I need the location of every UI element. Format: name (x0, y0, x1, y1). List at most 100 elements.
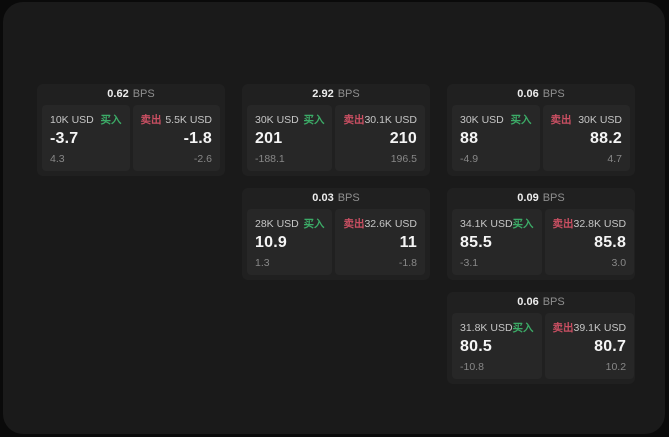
buy-price: 10.9 (255, 234, 287, 251)
bps-unit-label: BPS (542, 88, 565, 100)
bps-card: 2.92 BPS 30K USD 买入 201 -188.1 卖出 30.1K … (242, 84, 430, 176)
sell-tag: 卖出 (550, 114, 572, 126)
sell-price: 80.7 (594, 338, 627, 355)
buy-top-row: 31.8K USD 买入 (460, 320, 534, 335)
sell-amount: 39.1K USD (573, 322, 627, 334)
buy-amount: 30K USD (255, 114, 299, 126)
card-body: 30K USD 买入 88 -4.9 卖出 30K USD 88.2 4.7 (452, 105, 630, 171)
buy-delta: 4.3 (50, 153, 65, 165)
card-body: 31.8K USD 买入 80.5 -10.8 卖出 39.1K USD 80.… (452, 313, 635, 379)
quote-board: 0.62 BPS 10K USD 买入 -3.7 4.3 卖出 5.5K USD… (3, 2, 665, 434)
buy-delta: -4.9 (460, 153, 479, 165)
card-header: 2.92 BPS (247, 84, 425, 105)
bps-unit-label: BPS (337, 192, 360, 204)
buy-price: 85.5 (460, 234, 492, 251)
buy-price: 201 (255, 130, 283, 147)
sell-quote-panel[interactable]: 卖出 5.5K USD -1.8 -2.6 (132, 105, 220, 171)
bps-card: 0.03 BPS 28K USD 买入 10.9 1.3 卖出 32.6K US… (242, 188, 430, 280)
sell-amount: 30.1K USD (364, 114, 417, 126)
sell-quote-panel[interactable]: 卖出 30K USD 88.2 4.7 (542, 105, 630, 171)
buy-quote-panel[interactable]: 10K USD 买入 -3.7 4.3 (42, 105, 130, 171)
buy-top-row: 34.1K USD 买入 (460, 216, 534, 231)
sell-delta: 10.2 (605, 361, 627, 373)
sell-delta: 4.7 (607, 153, 622, 165)
sell-amount: 5.5K USD (165, 114, 212, 126)
bps-card: 0.09 BPS 34.1K USD 买入 85.5 -3.1 卖出 32.8K… (447, 188, 635, 280)
buy-quote-panel[interactable]: 31.8K USD 买入 80.5 -10.8 (452, 313, 542, 379)
sell-top-row: 卖出 5.5K USD (141, 112, 213, 127)
buy-amount: 30K USD (460, 114, 504, 126)
sell-price: -1.8 (183, 130, 212, 147)
buy-tag: 买入 (512, 218, 534, 230)
card-body: 34.1K USD 买入 85.5 -3.1 卖出 32.8K USD 85.8… (452, 209, 635, 275)
buy-tag: 买入 (303, 218, 325, 230)
sell-tag: 卖出 (140, 114, 162, 126)
bps-card: 0.06 BPS 30K USD 买入 88 -4.9 卖出 30K USD 8… (447, 84, 635, 176)
buy-amount: 10K USD (50, 114, 94, 126)
buy-amount: 31.8K USD (460, 322, 513, 334)
card-header: 0.06 BPS (452, 84, 630, 105)
card-grid: 0.62 BPS 10K USD 买入 -3.7 4.3 卖出 5.5K USD… (37, 84, 635, 384)
sell-amount: 32.8K USD (573, 218, 627, 230)
bps-value: 0.09 (517, 192, 539, 204)
sell-top-row: 卖出 32.8K USD (553, 216, 627, 231)
buy-price: 88 (460, 130, 479, 147)
sell-quote-panel[interactable]: 卖出 30.1K USD 210 196.5 (335, 105, 425, 171)
sell-quote-panel[interactable]: 卖出 39.1K USD 80.7 10.2 (544, 313, 635, 379)
buy-amount: 28K USD (255, 218, 299, 230)
card-header: 0.09 BPS (452, 188, 630, 209)
buy-top-row: 28K USD 买入 (255, 216, 324, 231)
sell-delta: -2.6 (193, 153, 212, 165)
sell-delta: 3.0 (611, 257, 627, 269)
buy-amount: 34.1K USD (460, 218, 513, 230)
card-header: 0.06 BPS (452, 292, 630, 313)
buy-quote-panel[interactable]: 30K USD 买入 88 -4.9 (452, 105, 540, 171)
sell-quote-panel[interactable]: 卖出 32.6K USD 11 -1.8 (335, 209, 425, 275)
sell-amount: 32.6K USD (364, 218, 417, 230)
buy-top-row: 30K USD 买入 (460, 112, 532, 127)
bps-card: 0.06 BPS 31.8K USD 买入 80.5 -10.8 卖出 39.1… (447, 292, 635, 384)
bps-unit-label: BPS (542, 296, 565, 308)
sell-top-row: 卖出 30K USD (551, 112, 623, 127)
sell-top-row: 卖出 30.1K USD (343, 112, 417, 127)
buy-quote-panel[interactable]: 28K USD 买入 10.9 1.3 (247, 209, 333, 275)
buy-tag: 买入 (100, 114, 122, 126)
card-body: 10K USD 买入 -3.7 4.3 卖出 5.5K USD -1.8 -2.… (42, 105, 220, 171)
card-header: 0.03 BPS (247, 188, 425, 209)
card-body: 30K USD 买入 201 -188.1 卖出 30.1K USD 210 1… (247, 105, 425, 171)
sell-tag: 卖出 (343, 218, 365, 230)
buy-delta: -3.1 (460, 257, 479, 269)
sell-tag: 卖出 (343, 114, 365, 126)
sell-delta: -1.8 (398, 257, 417, 269)
sell-tag: 卖出 (552, 218, 574, 230)
bps-unit-label: BPS (132, 88, 155, 100)
buy-price: 80.5 (460, 338, 492, 355)
buy-quote-panel[interactable]: 34.1K USD 买入 85.5 -3.1 (452, 209, 542, 275)
bps-value: 0.06 (517, 88, 539, 100)
sell-price: 85.8 (594, 234, 627, 251)
sell-price: 11 (399, 234, 417, 251)
sell-price: 210 (389, 130, 417, 147)
bps-unit-label: BPS (542, 192, 565, 204)
buy-delta: 1.3 (255, 257, 270, 269)
bps-card: 0.62 BPS 10K USD 买入 -3.7 4.3 卖出 5.5K USD… (37, 84, 225, 176)
sell-top-row: 卖出 39.1K USD (553, 320, 627, 335)
buy-price: -3.7 (50, 130, 79, 147)
sell-delta: 196.5 (390, 153, 417, 165)
buy-tag: 买入 (510, 114, 532, 126)
buy-delta: -188.1 (255, 153, 285, 165)
sell-price: 88.2 (590, 130, 622, 147)
buy-delta: -10.8 (460, 361, 484, 373)
card-body: 28K USD 买入 10.9 1.3 卖出 32.6K USD 11 -1.8 (247, 209, 425, 275)
sell-quote-panel[interactable]: 卖出 32.8K USD 85.8 3.0 (544, 209, 635, 275)
buy-tag: 买入 (512, 322, 534, 334)
bps-value: 0.03 (312, 192, 334, 204)
buy-quote-panel[interactable]: 30K USD 买入 201 -188.1 (247, 105, 333, 171)
bps-value: 0.62 (107, 88, 129, 100)
sell-top-row: 卖出 32.6K USD (343, 216, 417, 231)
bps-value: 2.92 (312, 88, 334, 100)
sell-amount: 30K USD (578, 114, 622, 126)
bps-unit-label: BPS (337, 88, 360, 100)
buy-tag: 买入 (303, 114, 325, 126)
bps-value: 0.06 (517, 296, 539, 308)
